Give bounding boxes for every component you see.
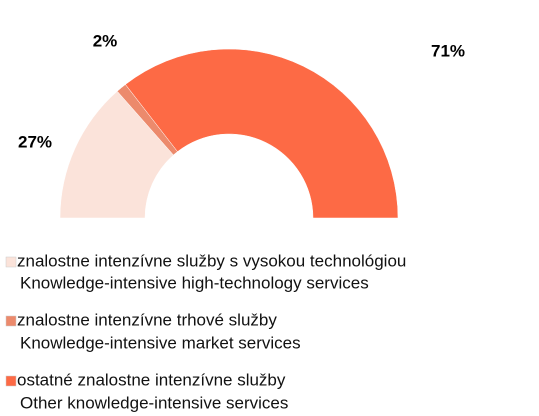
legend-label: znalostne intenzívne trhové služby: [17, 310, 277, 329]
value-label: 2%: [93, 31, 118, 50]
value-label: 71%: [431, 41, 465, 60]
legend-label: ostatné znalostne intenzívne služby: [17, 370, 286, 389]
legend-marker: [5, 256, 17, 268]
legend-label: znalostne intenzívne služby s vysokou te…: [17, 251, 406, 270]
legend-label: Knowledge-intensive market services: [20, 333, 301, 352]
value-label: 27%: [18, 132, 52, 151]
donut-segment: [125, 48, 399, 219]
legend-label: Knowledge-intensive high-technology serv…: [20, 273, 369, 292]
legend-marker: [5, 375, 17, 387]
legend-marker: [5, 315, 17, 327]
legend-label: Other knowledge-intensive services: [20, 393, 288, 412]
